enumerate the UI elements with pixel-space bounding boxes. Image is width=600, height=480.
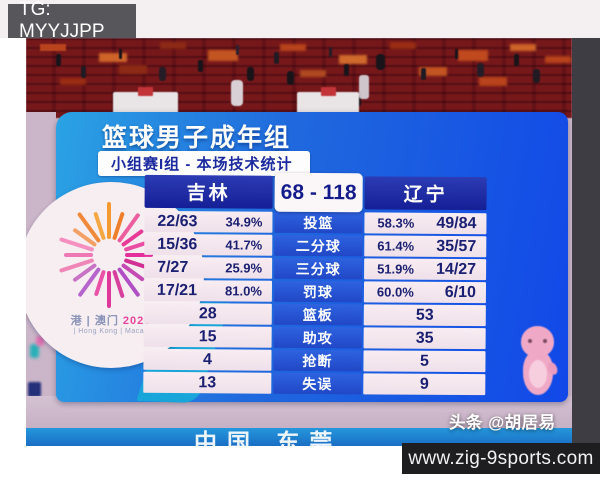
event-title: 篮球男子成年组 [102, 124, 292, 152]
score-display: 68 - 118 [274, 172, 363, 213]
stat-label: 抢断 [273, 349, 362, 372]
site-watermark-text: www.zig-9sports.com [408, 447, 594, 469]
author-byline: 头条 @胡居易 [449, 414, 556, 432]
spectator-light [231, 80, 243, 106]
table-row: 7/27 25.9% 三分球 51.9% 14/27 [144, 256, 487, 281]
home-stat-cell: 17/21 81.0% [143, 279, 273, 302]
table-row: 13 失误 9 [143, 371, 486, 396]
away-stat-cell: 35 [363, 327, 486, 350]
home-stat-cell: 4 [143, 348, 272, 371]
table-row: 4 抢断 5 [143, 348, 486, 373]
stat-label: 助攻 [273, 326, 362, 349]
mascot-eye [543, 339, 547, 343]
wall-decoration [30, 344, 39, 358]
stat-label: 二分球 [274, 234, 363, 257]
seat-color-patches [40, 44, 66, 51]
subtitle-bar: 小组赛I组 - 本场技术统计 [98, 151, 310, 176]
photo-edge-bar [572, 38, 600, 446]
logo-year: 2025 [122, 315, 152, 327]
home-stat-cell: 22/63 34.9% [144, 210, 273, 233]
away-stat-cell: 9 [363, 373, 486, 396]
away-stat-cell: 51.9% 14/27 [364, 258, 487, 281]
stat-label: 三分球 [274, 257, 363, 280]
home-stat-cell: 15 [143, 325, 272, 348]
booth-sign [138, 87, 153, 96]
table-row: 22/63 34.9% 投篮 58.3% 49/84 [144, 210, 487, 235]
booth-sign [321, 87, 336, 96]
stat-label: 投篮 [274, 211, 363, 234]
wall-decoration [28, 382, 41, 397]
away-stat-cell: 58.3% 49/84 [364, 212, 487, 235]
home-stat-cell: 28 [143, 302, 272, 325]
away-stat-cell: 60.0% 6/10 [363, 281, 487, 304]
site-watermark: www.zig-9sports.com [402, 443, 600, 474]
stat-label: 罚球 [273, 280, 363, 303]
stat-label: 篮板 [273, 303, 362, 326]
table-header-row: 吉林 68 - 118 辽宁 [144, 172, 487, 213]
starburst-logo-icon [59, 202, 160, 308]
spectators [56, 54, 61, 66]
table-row: 15 助攻 35 [143, 325, 486, 350]
away-stat-cell: 53 [363, 304, 486, 327]
logo-host-cities: 港 | 澳门 2025 [70, 315, 152, 327]
stadium-seats [26, 38, 572, 118]
mascot-belly [529, 360, 547, 388]
away-stat-cell: 5 [363, 350, 486, 373]
logo-host-cities-en: | Hong Kong | Macao [73, 328, 149, 335]
home-stat-cell: 13 [143, 371, 272, 394]
stats-table: 吉林 68 - 118 辽宁 22/63 34.9% 投篮 58.3% 49/8… [143, 172, 487, 396]
table-row: 28 篮板 53 [143, 302, 486, 327]
arena-photo: 中国 东莞 篮球男子成年组 小组赛I组 - 本场技术统计 [26, 38, 572, 446]
away-team-name: 辽宁 [364, 176, 487, 211]
home-stat-cell: 7/27 25.9% [144, 256, 273, 279]
court-banner: 中国 东莞 [26, 428, 572, 446]
home-team-name: 吉林 [144, 174, 273, 209]
table-row: 15/36 41.7% 二分球 61.4% 35/57 [144, 233, 487, 258]
home-stat-cell: 15/36 41.7% [144, 233, 273, 256]
away-stat-cell: 61.4% 35/57 [364, 235, 487, 258]
mascot [518, 326, 560, 402]
mascot-eye [528, 339, 532, 343]
court-banner-text: 中国 东莞 [194, 429, 343, 446]
subtitle-text: 小组赛I组 - 本场技术统计 [111, 156, 293, 173]
stat-label: 失误 [273, 372, 362, 395]
table-row: 17/21 81.0% 罚球 60.0% 6/10 [143, 279, 487, 304]
stats-board: 篮球男子成年组 小组赛I组 - 本场技术统计 [26, 112, 568, 404]
wall-decoration [36, 336, 44, 346]
tg-handle-overlay: TG: MYYJJPP [8, 0, 136, 42]
